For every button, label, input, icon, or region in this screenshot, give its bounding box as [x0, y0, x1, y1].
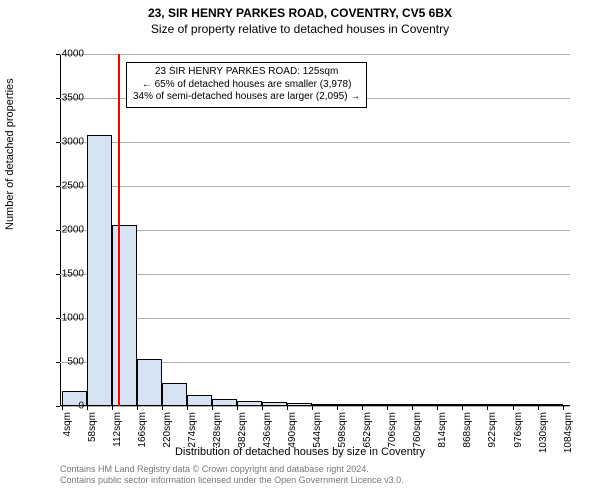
xtick-mark — [462, 406, 463, 410]
ytick-label: 500 — [44, 357, 84, 368]
chart-container: 23, SIR HENRY PARKES ROAD, COVENTRY, CV5… — [0, 0, 600, 500]
histogram-bar — [137, 359, 162, 406]
histogram-bar — [487, 404, 512, 406]
plot-area: 23 SIR HENRY PARKES ROAD: 125sqm← 65% of… — [60, 54, 570, 406]
xtick-label: 706sqm — [387, 412, 398, 454]
ytick-label: 3000 — [44, 137, 84, 148]
ytick-label: 1000 — [44, 313, 84, 324]
histogram-bar — [362, 404, 387, 406]
xtick-label: 652sqm — [362, 412, 373, 454]
xtick-label: 436sqm — [262, 412, 273, 454]
histogram-bar — [412, 404, 437, 406]
xtick-label: 544sqm — [312, 412, 323, 454]
histogram-bar — [287, 403, 312, 406]
xtick-mark — [187, 406, 188, 410]
xtick-mark — [237, 406, 238, 410]
xtick-mark — [312, 406, 313, 410]
chart-title-main: 23, SIR HENRY PARKES ROAD, COVENTRY, CV5… — [0, 0, 600, 20]
histogram-bar — [162, 383, 187, 406]
histogram-bar — [187, 395, 212, 406]
xtick-label: 922sqm — [487, 412, 498, 454]
ytick-label: 2500 — [44, 181, 84, 192]
xtick-label: 598sqm — [337, 412, 348, 454]
xtick-mark — [137, 406, 138, 410]
xtick-mark — [387, 406, 388, 410]
xtick-mark — [487, 406, 488, 410]
y-axis-label: Number of detached properties — [4, 78, 16, 230]
xtick-mark — [437, 406, 438, 410]
annotation-line: ← 65% of detached houses are smaller (3,… — [133, 79, 360, 92]
xtick-label: 490sqm — [287, 412, 298, 454]
xtick-label: 1084sqm — [563, 412, 574, 454]
xtick-label: 328sqm — [212, 412, 223, 454]
histogram-bar — [462, 404, 487, 406]
xtick-mark — [87, 406, 88, 410]
histogram-bar — [312, 404, 337, 406]
xtick-label: 1030sqm — [538, 412, 549, 454]
xtick-label: 868sqm — [462, 412, 473, 454]
ytick-label: 0 — [44, 401, 84, 412]
xtick-mark — [513, 406, 514, 410]
xtick-label: 4sqm — [62, 412, 73, 454]
xtick-label: 760sqm — [412, 412, 423, 454]
xtick-label: 166sqm — [137, 412, 148, 454]
chart-title-sub: Size of property relative to detached ho… — [0, 20, 600, 36]
xtick-label: 814sqm — [437, 412, 448, 454]
histogram-bar — [538, 404, 563, 406]
xtick-mark — [287, 406, 288, 410]
property-marker-line — [118, 54, 120, 406]
footer-line-1: Contains HM Land Registry data © Crown c… — [60, 464, 404, 475]
footer-line-2: Contains public sector information licen… — [60, 475, 404, 486]
histogram-bar — [437, 404, 462, 406]
histogram-bar — [337, 404, 362, 406]
xtick-label: 274sqm — [187, 412, 198, 454]
xtick-label: 976sqm — [513, 412, 524, 454]
histogram-bar — [513, 404, 538, 406]
histogram-bar — [387, 404, 412, 406]
annotation-box: 23 SIR HENRY PARKES ROAD: 125sqm← 65% of… — [126, 62, 367, 108]
xtick-label: 220sqm — [162, 412, 173, 454]
ytick-label: 3500 — [44, 93, 84, 104]
ytick-label: 2000 — [44, 225, 84, 236]
xtick-mark — [262, 406, 263, 410]
ytick-label: 1500 — [44, 269, 84, 280]
histogram-bar — [237, 401, 262, 406]
footer-attribution: Contains HM Land Registry data © Crown c… — [60, 464, 404, 487]
annotation-line: 34% of semi-detached houses are larger (… — [133, 91, 360, 104]
gridline — [60, 186, 570, 187]
xtick-mark — [337, 406, 338, 410]
xtick-label: 382sqm — [237, 412, 248, 454]
xtick-mark — [362, 406, 363, 410]
histogram-bar — [87, 135, 112, 406]
xtick-mark — [112, 406, 113, 410]
xtick-mark — [162, 406, 163, 410]
ytick-label: 4000 — [44, 49, 84, 60]
xtick-mark — [212, 406, 213, 410]
xtick-mark — [412, 406, 413, 410]
xtick-mark — [538, 406, 539, 410]
histogram-bar — [112, 225, 137, 406]
xtick-label: 58sqm — [87, 412, 98, 454]
gridline — [60, 54, 570, 55]
xtick-label: 112sqm — [112, 412, 123, 454]
histogram-bar — [262, 402, 287, 406]
gridline — [60, 142, 570, 143]
histogram-bar — [212, 399, 237, 406]
annotation-line: 23 SIR HENRY PARKES ROAD: 125sqm — [133, 66, 360, 79]
xtick-mark — [563, 406, 564, 410]
